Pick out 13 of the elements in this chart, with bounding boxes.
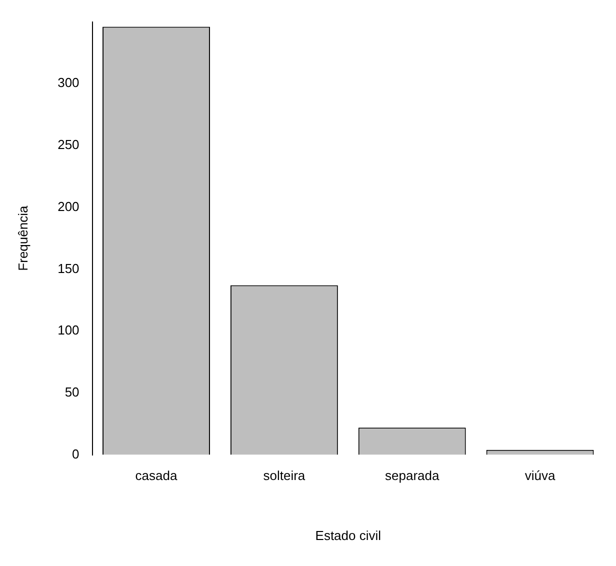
- y-tick-label: 50: [64, 384, 80, 400]
- x-tick-label: casada: [135, 468, 178, 484]
- x-axis-title: Estado civil: [315, 528, 382, 543]
- y-tick-label: 150: [58, 260, 80, 276]
- y-tick-label: 0: [72, 446, 80, 462]
- x-tick-label: solteira: [263, 468, 306, 484]
- x-tick-label: separada: [385, 468, 440, 484]
- y-tick-label: 300: [58, 75, 80, 90]
- y-axis-title: Frequência: [15, 205, 30, 271]
- y-tick-label: 200: [58, 198, 80, 214]
- y-tick-label: 250: [58, 137, 80, 152]
- x-tick-label: viúva: [524, 468, 556, 484]
- y-tick-label: 100: [58, 322, 80, 338]
